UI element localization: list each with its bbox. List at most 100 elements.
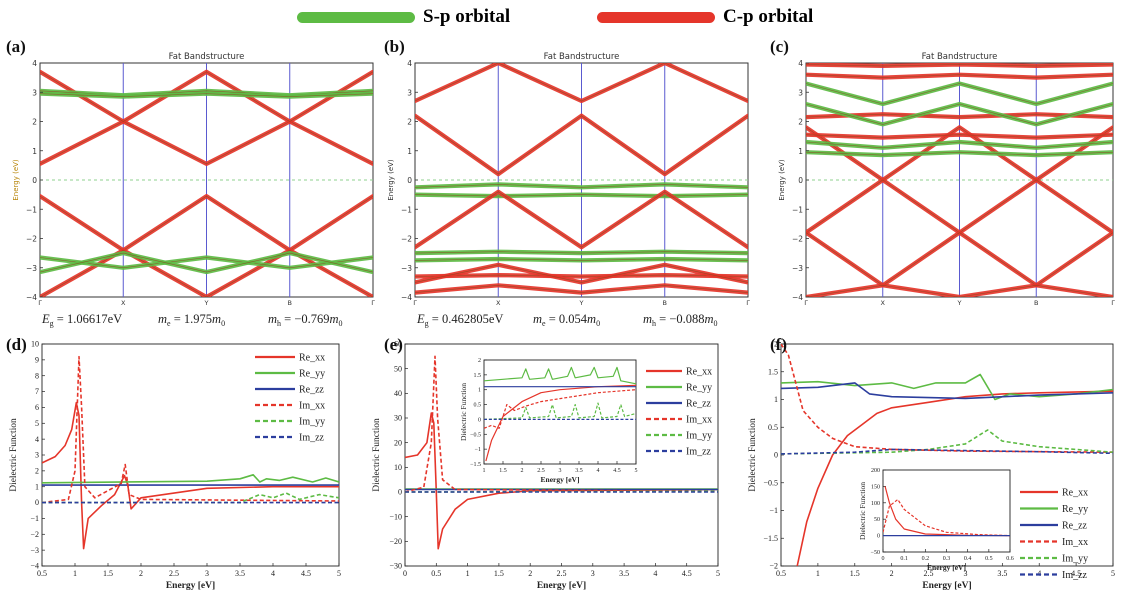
band-core-0: [40, 121, 373, 165]
y-tick-label: 1: [478, 388, 481, 394]
y-tick-label: 10: [394, 463, 402, 472]
panel-label: (f): [770, 335, 787, 354]
y-tick-label: 9: [35, 356, 39, 365]
legend-label-Re_zz: Re_zz: [686, 399, 712, 410]
legend-label-Re_xx: Re_xx: [686, 367, 712, 378]
y-tick-label: −2: [792, 235, 803, 244]
y-tick-label: 5: [35, 419, 39, 428]
series-Re_xx: [796, 390, 1113, 566]
x-tick-label: 3: [963, 569, 967, 578]
band-core-2: [415, 184, 748, 188]
kpoint-label: Y: [957, 299, 962, 307]
x-tick-label: 0.5: [776, 569, 786, 578]
series-Im_xx: [484, 389, 636, 429]
y-tick-label: 4: [407, 59, 412, 68]
y-tick-label: 150: [871, 484, 880, 490]
x-tick-label: 1.5: [494, 569, 504, 578]
s-p-label: S-p orbital: [423, 6, 511, 27]
y-tick-label: −3: [30, 546, 39, 555]
x-axis-label: Energy [eV]: [927, 563, 966, 572]
x-tick-label: 2.5: [924, 569, 934, 578]
band-core-7: [415, 274, 748, 277]
x-tick-label: 0.5: [37, 569, 47, 578]
band-core-5: [806, 141, 1113, 149]
series-Re_yy: [42, 474, 339, 484]
y-axis-label: Dielectric Function: [858, 482, 867, 540]
y-tick-label: 20: [394, 438, 402, 447]
x-tick-label: 5: [1111, 569, 1115, 578]
bands: [415, 63, 748, 295]
y-axis-label: Energy (eV): [387, 159, 395, 201]
y-tick-label: −1: [30, 514, 39, 523]
x-axis-label: Energy [eV]: [537, 581, 586, 591]
x-tick-label: 4: [597, 468, 600, 474]
y-tick-label: −0.5: [763, 478, 778, 487]
legend-label-Re_yy: Re_yy: [299, 369, 325, 380]
y-tick-label: 2: [774, 340, 778, 349]
y-axis-label: Dielectric Function: [372, 418, 382, 492]
legend-label-Im_xx: Im_xx: [299, 401, 325, 412]
y-tick-label: 40: [394, 389, 402, 398]
y-tick-label: 1: [774, 395, 778, 404]
y-tick-label: −1: [769, 506, 778, 515]
band-core-8: [415, 264, 748, 283]
y-tick-label: 30: [394, 414, 402, 423]
y-tick-label: 0: [798, 176, 803, 185]
kpoint-label: Γ: [746, 299, 750, 307]
series-Im_zz: [781, 448, 1113, 455]
x-tick-label: 0.2: [922, 556, 930, 562]
x-tick-label: 1.5: [499, 468, 507, 474]
band-core-3: [806, 284, 1113, 297]
y-tick-label: −2: [26, 235, 37, 244]
legend-label-Re_zz: Re_zz: [1062, 521, 1088, 532]
series-Re_xx: [405, 412, 718, 550]
y-tick-label: −50: [871, 550, 880, 556]
series-Re_xx: [485, 384, 636, 462]
y-tick-label: −4: [26, 293, 37, 302]
x-tick-label: 0.5: [431, 569, 441, 578]
panel-label: (e): [384, 335, 403, 354]
y-tick-label: −1: [792, 205, 803, 214]
y-tick-label: −1.5: [763, 534, 778, 543]
y-tick-label: 0: [398, 488, 402, 497]
legend-label-Re_xx: Re_xx: [299, 353, 325, 364]
y-tick-label: −0.5: [470, 432, 481, 438]
y-tick-label: 50: [394, 364, 402, 373]
band-core-4: [806, 151, 1113, 156]
band-core-8: [806, 103, 1113, 125]
y-tick-label: 3: [32, 88, 37, 97]
band-core-4: [40, 195, 373, 251]
y-tick-label: −2: [30, 530, 39, 539]
x-tick-label: 4: [653, 569, 657, 578]
series-lines: [883, 486, 1010, 537]
y-tick-label: 200: [871, 468, 880, 474]
x-tick-label: 3.5: [997, 569, 1007, 578]
y-tick-label: 1: [798, 147, 803, 156]
y-tick-label: −1: [475, 447, 481, 453]
y-tick-label: 4: [32, 59, 37, 68]
y-tick-label: 0.5: [768, 423, 778, 432]
x-tick-label: 3: [559, 468, 562, 474]
y-tick-label: −1: [401, 205, 412, 214]
x-axis-label: Energy [eV]: [541, 475, 580, 484]
band-core-6: [806, 134, 1113, 138]
x-tick-label: 0: [403, 569, 407, 578]
y-tick-label: −3: [401, 264, 412, 273]
panel-label: (b): [384, 37, 405, 56]
y-tick-label: 6: [35, 403, 39, 412]
y-tick-label: −2: [769, 562, 778, 571]
bandstructure-panel-0: Fat Bandstructure −4 −3 −2 −1 0 1 2 3 4 Γ X Y B Γ Energ…: [12, 52, 375, 328]
series-lines: [42, 355, 339, 550]
y-tick-label: 100: [871, 501, 880, 507]
annotation-2: mh = −0.088m0: [643, 312, 718, 328]
legend-label-Im_yy: Im_yy: [1062, 554, 1088, 565]
y-tick-label: −10: [389, 512, 402, 521]
x-tick-label: 2.5: [169, 569, 179, 578]
x-tick-label: 1.5: [850, 569, 860, 578]
band-core-11: [806, 64, 1113, 67]
band-core-3: [415, 194, 748, 197]
kpoint-label: Y: [579, 299, 584, 307]
y-axis-label: Dielectric Function: [459, 383, 468, 441]
y-tick-label: 1: [407, 147, 412, 156]
bandstructure-panel-1: Fat Bandstructure −4 −3 −2 −1 0 1 2 3 4 Γ X Y B Γ Energ…: [387, 52, 750, 328]
